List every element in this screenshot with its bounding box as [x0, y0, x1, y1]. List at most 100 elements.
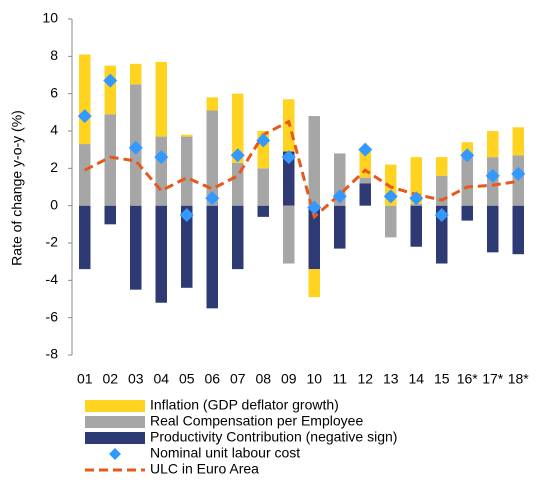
marker	[179, 208, 194, 222]
line	[84, 119, 519, 220]
x-tick-label: 14	[408, 371, 424, 387]
marker	[230, 148, 245, 163]
marker	[256, 133, 271, 148]
bar	[359, 177, 371, 184]
x-tick-label: 16*	[457, 371, 479, 387]
legend-label: Inflation (GDP deflator growth)	[150, 397, 339, 413]
bar	[283, 205, 295, 264]
bar	[257, 168, 269, 206]
x-tick-label: 13	[383, 371, 399, 387]
bar	[181, 205, 193, 288]
bar	[436, 175, 448, 206]
bar	[283, 151, 295, 206]
bar	[155, 136, 167, 206]
bar	[385, 164, 397, 206]
bar	[79, 144, 91, 206]
x-tick-label: 05	[179, 371, 195, 387]
bar	[104, 65, 116, 115]
marker	[485, 168, 500, 183]
bar	[104, 205, 116, 225]
x-tick-label: 12	[357, 371, 373, 387]
bar	[359, 149, 371, 178]
bar	[104, 114, 116, 206]
marker	[205, 191, 220, 206]
bar	[410, 157, 422, 204]
bar	[257, 205, 269, 217]
x-tick-label: 09	[281, 371, 297, 387]
x-tick-label: 07	[230, 371, 246, 387]
marker	[409, 191, 424, 206]
bar	[436, 205, 448, 264]
bar	[79, 205, 91, 270]
bar	[232, 205, 244, 270]
bar	[308, 205, 320, 270]
legend-label: Real Compensation per Employee	[150, 413, 363, 429]
bar	[410, 205, 422, 247]
marker	[128, 140, 143, 155]
bar	[461, 157, 473, 206]
bar	[385, 205, 397, 238]
bar	[512, 205, 524, 255]
bar	[232, 162, 244, 206]
legend-swatch	[85, 416, 145, 428]
legend-swatch	[109, 448, 121, 460]
marker	[332, 189, 347, 204]
marker	[434, 208, 449, 222]
bar	[512, 127, 524, 156]
x-tick-label: 06	[204, 371, 220, 387]
marker	[511, 166, 526, 181]
marker	[383, 189, 398, 204]
bar	[206, 110, 218, 206]
y-tick-label: 4	[50, 122, 58, 138]
bar	[155, 205, 167, 303]
y-tick-label: -8	[46, 346, 59, 362]
x-tick-label: 10	[306, 371, 322, 387]
y-tick-label: 8	[50, 47, 58, 63]
marker	[77, 109, 92, 124]
marker	[154, 150, 169, 165]
x-tick-label: 03	[128, 371, 144, 387]
marker	[103, 73, 118, 88]
x-tick-label: 18*	[508, 371, 530, 387]
x-tick-label: 04	[153, 371, 169, 387]
y-tick-label: -4	[46, 271, 59, 287]
bar	[487, 131, 499, 158]
marker	[281, 150, 296, 165]
x-tick-label: 15	[434, 371, 450, 387]
bar	[130, 63, 142, 85]
bar	[155, 61, 167, 137]
marker	[307, 200, 322, 215]
marker	[358, 142, 373, 157]
x-tick-label: 01	[77, 371, 93, 387]
x-tick-label: 02	[102, 371, 118, 387]
y-tick-label: 10	[42, 10, 58, 26]
bar	[436, 157, 448, 176]
bar	[308, 269, 320, 298]
x-tick-label: 08	[255, 371, 271, 387]
bar	[257, 131, 269, 169]
bar	[334, 153, 346, 206]
y-tick-label: 6	[50, 84, 58, 100]
legend-label: Productivity Contribution (negative sign…	[150, 429, 397, 445]
legend-label: Nominal unit labour cost	[150, 445, 300, 461]
bar	[308, 116, 320, 206]
bar	[206, 97, 218, 111]
bar	[487, 205, 499, 253]
legend-label: ULC in Euro Area	[150, 461, 259, 477]
x-tick-label: 11	[332, 371, 347, 387]
legend-swatch	[85, 400, 145, 412]
marker	[460, 148, 475, 163]
x-tick-label: 17*	[482, 371, 504, 387]
legend-swatch	[85, 432, 145, 444]
bar	[461, 205, 473, 221]
y-tick-label: 0	[50, 196, 58, 212]
bar	[206, 205, 218, 309]
y-axis-label: Rate of change y-o-y (%)	[9, 110, 25, 266]
y-tick-label: 2	[50, 159, 58, 175]
bar	[359, 183, 371, 206]
bar	[334, 205, 346, 249]
y-tick-label: -2	[46, 234, 59, 250]
bar	[130, 205, 142, 290]
bar	[232, 93, 244, 163]
